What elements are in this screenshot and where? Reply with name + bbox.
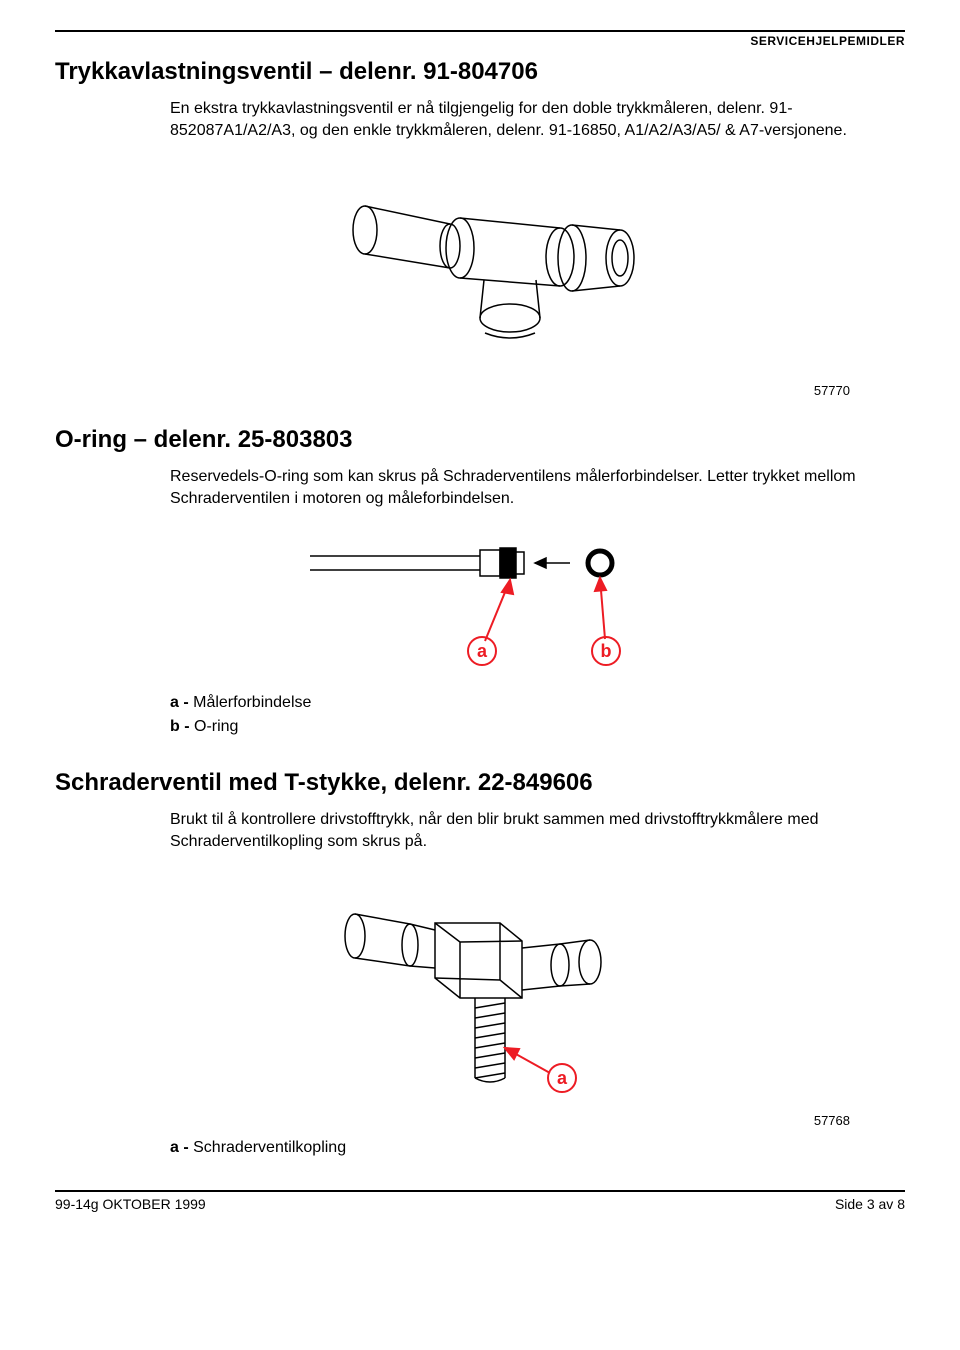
legend-b-dash: - (180, 718, 194, 735)
footer-left: 99-14g OKTOBER 1999 (55, 1196, 206, 1212)
legend-row-a: a - Målerforbindelse (170, 691, 905, 715)
figure1-number: 57770 (55, 383, 905, 398)
legend-b-text: O-ring (194, 718, 238, 735)
legend3-a-text: Schraderventilkopling (193, 1139, 346, 1156)
legend-a-tag: a (170, 694, 179, 711)
svg-text:a: a (557, 1068, 568, 1088)
tpiece-icon: a (300, 878, 660, 1138)
figure-oring: a b (55, 536, 905, 681)
section1-title: Trykkavlastningsventil – delenr. 91-8047… (55, 58, 905, 86)
legend-b-tag: b (170, 718, 180, 735)
section1-body: En ekstra trykkavlastningsventil er nå t… (55, 98, 905, 143)
legend-row-b: b - O-ring (170, 715, 905, 739)
section2-title: O-ring – delenr. 25-803803 (55, 426, 905, 454)
figure-valve (55, 168, 905, 373)
svg-text:b: b (601, 641, 612, 661)
section2-legend: a - Målerforbindelse b - O-ring (55, 691, 905, 739)
top-rule (55, 30, 905, 32)
footer-right: Side 3 av 8 (835, 1196, 905, 1212)
figure3-number: 57768 (814, 1113, 850, 1128)
page-footer: 99-14g OKTOBER 1999 Side 3 av 8 (55, 1192, 905, 1212)
legend-a-text: Målerforbindelse (193, 694, 311, 711)
page-category: SERVICEHJELPEMIDLER (55, 34, 905, 48)
section3-body: Brukt til å kontrollere drivstofftrykk, … (55, 809, 905, 854)
legend-a-dash: - (179, 694, 193, 711)
section2-body: Reservedels-O-ring som kan skrus på Schr… (55, 466, 905, 511)
section3-title: Schraderventil med T-stykke, delenr. 22-… (55, 769, 905, 797)
oring-icon: a b (270, 536, 690, 676)
legend3-a-dash: - (179, 1139, 193, 1156)
svg-text:a: a (477, 641, 488, 661)
legend3-a-tag: a (170, 1139, 179, 1156)
figure-tpiece: a (55, 878, 905, 1143)
valve-icon (310, 168, 650, 368)
